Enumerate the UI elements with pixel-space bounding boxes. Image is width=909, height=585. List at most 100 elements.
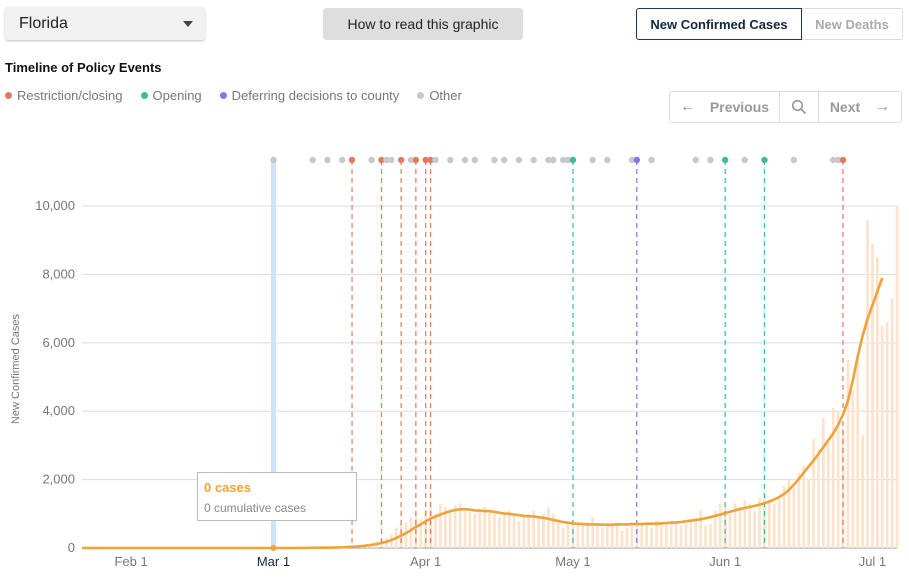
daily-case-bar (856, 359, 860, 548)
chevron-down-icon (183, 20, 193, 27)
daily-case-bar (517, 520, 521, 548)
daily-case-bar (871, 243, 874, 548)
daily-case-bar (694, 517, 698, 548)
policy-event-dot (432, 156, 439, 164)
arrow-right-icon: → (874, 98, 891, 115)
state-selector-value: Florida (19, 14, 68, 32)
daily-case-bar (478, 508, 482, 548)
policy-event-dot (834, 156, 842, 164)
daily-case-bar (792, 488, 796, 548)
daily-case-bar (645, 522, 648, 548)
daily-case-bar (704, 525, 707, 548)
new-confirmed-cases-button[interactable]: New Confirmed Cases (636, 8, 802, 40)
daily-case-bar (512, 515, 516, 548)
daily-case-bar (709, 524, 712, 548)
policy-event-dot (692, 156, 699, 164)
tooltip-cases: 0 cases (204, 480, 251, 495)
daily-case-bar (738, 506, 742, 548)
x-tick-label: May 1 (555, 554, 590, 569)
policy-event-dot (407, 156, 415, 164)
policy-event-dot (397, 156, 405, 164)
daily-case-bar (522, 517, 526, 548)
search-button[interactable] (780, 92, 819, 122)
daily-case-bar (861, 435, 864, 548)
previous-label: Previous (709, 99, 770, 115)
daily-case-bar (812, 438, 815, 548)
daily-case-bar (718, 503, 722, 548)
daily-case-bar (767, 500, 771, 548)
daily-case-bar (448, 510, 452, 548)
policy-event-dot (471, 156, 478, 164)
metric-toggle: New Confirmed Cases New Deaths (636, 8, 903, 40)
y-tick-label: 4,000 (42, 403, 75, 418)
daily-case-bar (895, 206, 899, 549)
daily-case-bar (836, 411, 840, 548)
y-tick-label: 0 (68, 540, 75, 555)
daily-case-bar (458, 503, 462, 548)
daily-case-bar (473, 513, 477, 548)
state-selector[interactable]: Florida (5, 7, 205, 40)
daily-case-bar (488, 510, 491, 548)
daily-case-bar (807, 479, 810, 548)
policy-event-dot (422, 156, 429, 164)
daily-case-bar (802, 465, 806, 548)
daily-case-bar (797, 472, 801, 548)
event-navigation: ← Previous Next → (669, 91, 902, 123)
daily-case-bar (502, 512, 506, 548)
daily-case-bar (851, 390, 855, 548)
daily-case-bar (586, 522, 590, 548)
chart-tooltip: 0 cases 0 cumulative cases (197, 472, 357, 521)
how-to-read-button[interactable]: How to read this graphic (323, 8, 523, 40)
daily-case-bar (542, 513, 545, 548)
daily-case-bar (679, 525, 683, 548)
x-tick-label: Apr 1 (410, 554, 441, 569)
daily-case-bar (743, 500, 747, 548)
daily-case-bar (655, 520, 658, 548)
policy-event-dot (324, 156, 331, 164)
daily-case-bar (866, 219, 869, 548)
daily-case-bar (434, 513, 437, 548)
daily-case-bar (429, 506, 432, 548)
daily-case-bar (777, 496, 781, 548)
policy-event-dot (447, 156, 454, 164)
x-tick-label: Jul 1 (859, 554, 886, 569)
daily-case-bar (635, 524, 639, 548)
daily-case-bar (728, 513, 732, 548)
daily-case-bar (699, 510, 702, 548)
policy-event-dot (309, 156, 316, 164)
county-dot-icon (219, 92, 227, 99)
daily-case-bar (650, 527, 653, 548)
policy-event-dot (589, 156, 596, 164)
next-button[interactable]: Next → (819, 92, 901, 122)
daily-case-bar (571, 520, 575, 548)
policy-event-dot (628, 156, 636, 164)
y-tick-label: 8,000 (42, 266, 75, 281)
daily-case-bar (507, 510, 511, 548)
next-label: Next (829, 99, 861, 115)
daily-case-bar (822, 418, 825, 548)
daily-case-bar (443, 506, 447, 548)
policy-event-dot (412, 156, 420, 164)
policy-event-dot (790, 156, 798, 164)
legend-label: Restriction/closing (17, 88, 123, 103)
policy-event-dot (839, 156, 847, 164)
search-icon (791, 99, 807, 115)
new-deaths-button[interactable]: New Deaths (802, 8, 903, 40)
daily-case-bar (723, 506, 727, 548)
policy-event-dot (378, 156, 385, 164)
policy-event-dot (368, 156, 375, 164)
policy-event-dot (569, 156, 577, 164)
legend-label: Deferring decisions to county (231, 88, 400, 103)
daily-case-bar (753, 510, 756, 548)
restriction-dot-icon (5, 92, 12, 99)
daily-case-bar (439, 503, 442, 548)
timeline-title: Timeline of Policy Events (5, 60, 162, 75)
previous-button[interactable]: ← Previous (670, 92, 780, 122)
daily-case-bar (419, 518, 423, 548)
x-tick-label: Feb 1 (114, 554, 147, 569)
daily-case-bar (591, 517, 594, 548)
highlight-band (270, 160, 276, 548)
daily-case-bar (537, 517, 540, 548)
policy-event-dot (348, 156, 356, 164)
daily-case-bar (453, 505, 457, 548)
